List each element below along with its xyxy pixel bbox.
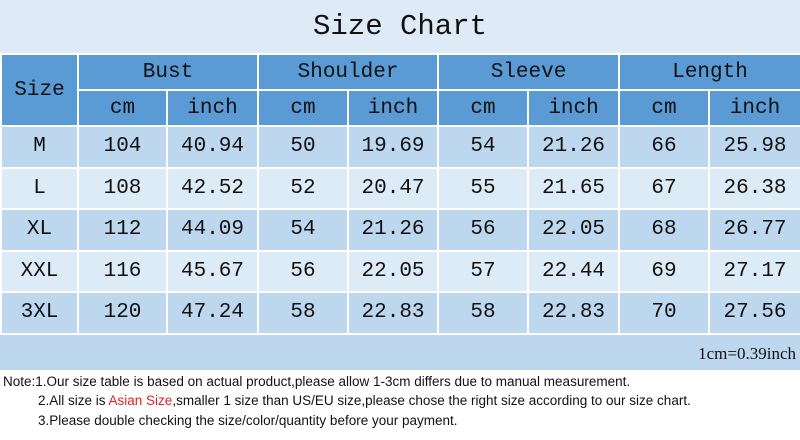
unit-header: cm [257,89,350,127]
table-cell: 67 [618,166,711,210]
size-label: M [0,125,79,169]
table-cell: 57 [437,249,530,293]
conversion-note: 1cm=0.39inch [0,334,800,370]
asian-size-highlight: Asian Size [108,393,173,408]
table-cell: 54 [257,208,350,252]
table-row: M 104 40.94 50 19.69 54 21.26 66 25.98 [0,125,800,169]
table-cell: 21.26 [527,125,621,169]
table-cell: 120 [77,291,168,335]
table-cell: 56 [437,208,530,252]
bust-header: Bust [76,53,260,91]
table-cell: 112 [77,208,168,252]
table-cell: 27.56 [708,291,800,335]
table-cell: 20.47 [347,166,440,210]
table-row: XXL 116 45.67 56 22.05 57 22.44 69 27.17 [0,249,800,293]
sleeve-header: Sleeve [437,53,621,91]
table-cell: 58 [437,291,530,335]
table-cell: 69 [618,249,711,293]
size-label: XXL [0,249,79,293]
note-1: Note:1.Our size table is based on actual… [3,373,631,389]
size-table: Size Bust Shoulder Sleeve Length cm inch c… [0,53,800,335]
table-cell: 21.65 [527,166,621,210]
table-row: L 108 42.52 52 20.47 55 21.65 67 26.38 [0,166,800,210]
table-cell: 66 [618,125,711,169]
table-cell: 55 [437,166,530,210]
unit-header: inch [165,89,260,127]
page-title: Size Chart [0,0,800,53]
table-cell: 45.67 [165,249,260,293]
unit-header: cm [618,89,711,127]
shoulder-header: Shoulder [257,53,440,91]
table-cell: 68 [618,208,711,252]
table-cell: 42.52 [165,166,260,210]
unit-header: inch [527,89,621,127]
table-cell: 70 [618,291,711,335]
table-cell: 22.83 [527,291,621,335]
table-cell: 19.69 [347,125,440,169]
table-cell: 108 [77,166,168,210]
table-cell: 47.24 [165,291,260,335]
table-cell: 116 [77,249,168,293]
length-header: Length [618,53,800,91]
table-cell: 52 [257,166,350,210]
table-cell: 22.05 [347,249,440,293]
table-cell: 54 [437,125,530,169]
table-cell: 104 [77,125,168,169]
size-label: XL [0,208,79,252]
table-cell: 27.17 [708,249,800,293]
table-cell: 22.05 [527,208,621,252]
unit-header: inch [347,89,440,127]
table-cell: 50 [257,125,350,169]
table-cell: 26.38 [708,166,800,210]
size-header: Size [0,53,79,127]
table-cell: 22.44 [527,249,621,293]
size-label: 3XL [0,291,79,335]
unit-header: cm [77,89,168,127]
table-cell: 25.98 [708,125,800,169]
note-2-text: 2.All size is [38,393,109,408]
note-3: 3.Please double checking the size/color/… [38,412,458,428]
table-row: XL 112 44.09 54 21.26 56 22.05 68 26.77 [0,208,800,252]
note-2-text-end: ,smaller 1 size than US/EU size,please c… [172,393,691,408]
table-cell: 26.77 [708,208,800,252]
table-cell: 58 [257,291,350,335]
table-cell: 22.83 [347,291,440,335]
size-label: L [0,166,79,210]
note-2: 2.All size is Asian Size,smaller 1 size … [3,391,800,411]
table-cell: 44.09 [165,208,260,252]
table-cell: 21.26 [347,208,440,252]
notes: Note:1.Our size table is based on actual… [0,370,800,431]
unit-header: cm [437,89,530,127]
unit-header: inch [708,89,800,127]
table-cell: 40.94 [165,125,260,169]
table-row: 3XL 120 47.24 58 22.83 58 22.83 70 27.56 [0,291,800,335]
table-cell: 56 [257,249,350,293]
